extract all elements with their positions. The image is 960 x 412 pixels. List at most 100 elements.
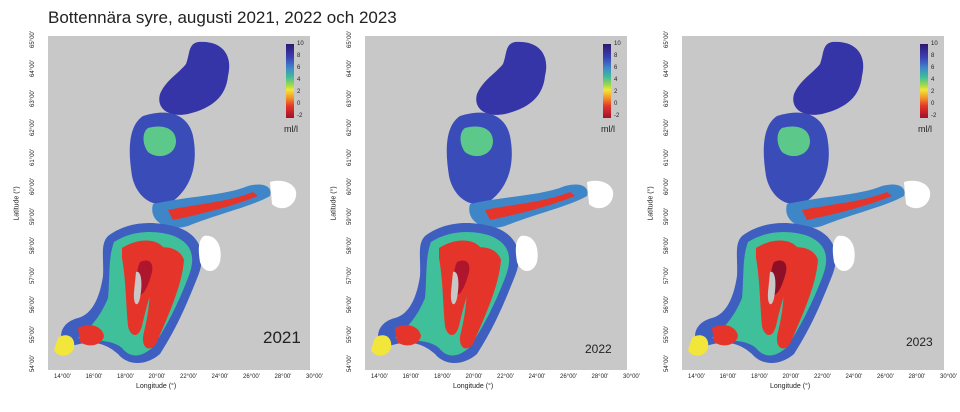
southwest-shelf	[54, 335, 75, 356]
y-tick-label: 56°00'	[664, 296, 670, 313]
y-axis-label: Latitude (°)	[330, 186, 338, 221]
y-tick-label: 57°00'	[664, 266, 670, 284]
x-tick-label: 20°00'	[148, 374, 166, 380]
y-tick-label: 57°00'	[347, 266, 353, 284]
riga-gulf	[832, 235, 855, 271]
year-label: 2022	[585, 342, 612, 356]
y-tick-label: 60°00'	[30, 178, 36, 195]
x-tick-label: 16°00'	[402, 374, 420, 380]
map-area	[682, 36, 944, 370]
colorbar	[286, 44, 294, 118]
y-tick-label: 55°00'	[347, 325, 353, 343]
x-tick-label: 16°00'	[719, 374, 737, 380]
y-tick-label: 65°00'	[664, 30, 670, 48]
y-tick-label: 65°00'	[347, 30, 353, 48]
y-tick-label: 54°00'	[30, 355, 36, 372]
y-tick-label: 61°00'	[347, 148, 353, 166]
x-tick-label: 28°00'	[591, 374, 609, 380]
colorbar-tick-label: -2	[297, 113, 303, 119]
riga-gulf	[515, 235, 538, 271]
x-axis-label: Longitude (°)	[453, 383, 494, 390]
gulf-of-finland-core	[485, 192, 575, 220]
y-tick-label: 65°00'	[30, 30, 36, 48]
x-tick-label: 30°00'	[623, 374, 640, 380]
colorbar-unit: ml/l	[918, 124, 932, 134]
x-tick-label: 24°00'	[528, 374, 546, 380]
y-tick-label: 54°00'	[347, 355, 353, 372]
y-tick-label: 63°00'	[347, 89, 353, 107]
y-tick-label: 61°00'	[30, 148, 36, 166]
colorbar-tick-label: 0	[297, 101, 301, 107]
x-tick-label: 24°00'	[845, 374, 863, 380]
x-tick-label: 14°00'	[371, 374, 388, 380]
gulf-finland-east	[587, 180, 614, 209]
y-tick-label: 60°00'	[347, 178, 353, 195]
colorbar-unit: ml/l	[284, 124, 298, 134]
map-panel-2021: Latitude (°) Longitude (°) 14°00' 16°00' 18°…	[14, 30, 323, 410]
x-tick-label: 28°00'	[908, 374, 926, 380]
figure-title: Bottennära syre, augusti 2021, 2022 och …	[48, 8, 397, 27]
oxygen-map	[48, 36, 310, 370]
y-tick-label: 61°00'	[664, 148, 670, 166]
x-tick-label: 18°00'	[434, 374, 451, 380]
y-tick-label: 62°00'	[664, 119, 670, 136]
bothnian-bay	[476, 41, 547, 115]
x-tick-label: 28°00'	[274, 374, 292, 380]
bornholm-basin	[712, 325, 738, 346]
y-tick-label: 59°00'	[664, 207, 670, 225]
map-area	[365, 36, 627, 370]
colorbar-tick-label: 0	[614, 101, 618, 107]
bothnian-bay	[159, 41, 230, 115]
colorbar-tick-label: 8	[297, 53, 301, 59]
x-tick-label: 18°00'	[751, 374, 768, 380]
riga-gulf	[198, 235, 221, 271]
x-axis-label: Longitude (°)	[136, 383, 177, 390]
y-tick-label: 58°00'	[664, 237, 670, 254]
x-tick-label: 20°00'	[782, 374, 800, 380]
x-tick-label: 14°00'	[54, 374, 71, 380]
y-tick-label: 55°00'	[30, 325, 36, 343]
y-tick-label: 63°00'	[664, 89, 670, 107]
colorbar-tick-label: 2	[614, 89, 618, 95]
x-tick-label: 16°00'	[85, 374, 103, 380]
gulf-finland-east	[904, 180, 931, 209]
bothnian-sea-green	[777, 126, 810, 157]
y-tick-label: 57°00'	[30, 266, 36, 284]
colorbar	[920, 44, 928, 118]
gulf-of-finland-core	[168, 192, 258, 220]
colorbar-tick-label: 6	[614, 65, 618, 71]
y-tick-label: 59°00'	[30, 207, 36, 225]
y-tick-label: 64°00'	[347, 60, 353, 77]
x-tick-label: 22°00'	[180, 374, 197, 380]
y-tick-label: 62°00'	[30, 119, 36, 136]
bothnian-sea-green	[460, 126, 493, 157]
y-tick-label: 59°00'	[347, 207, 353, 225]
map-panel-2023: Latitude (°) Longitude (°) 14°00' 16°00' 18°…	[648, 30, 957, 410]
gotland-island	[133, 271, 142, 305]
x-tick-label: 26°00'	[560, 374, 577, 380]
x-tick-label: 24°00'	[211, 374, 229, 380]
y-axis-label: Latitude (°)	[647, 186, 655, 221]
colorbar-tick-label: 10	[297, 41, 304, 47]
x-tick-label: 22°00'	[497, 374, 514, 380]
colorbar-tick-label: 4	[297, 77, 301, 83]
y-tick-label: 64°00'	[30, 60, 36, 77]
x-tick-label: 22°00'	[814, 374, 831, 380]
colorbar-unit: ml/l	[601, 124, 615, 134]
colorbar-tick-label: 2	[297, 89, 301, 95]
southwest-shelf	[688, 335, 709, 356]
colorbar	[603, 44, 611, 118]
map-area	[48, 36, 310, 370]
colorbar-tick-label: 4	[931, 77, 935, 83]
x-tick-label: 30°00'	[306, 374, 323, 380]
y-tick-label: 62°00'	[347, 119, 353, 136]
y-tick-label: 58°00'	[30, 237, 36, 254]
y-tick-label: 63°00'	[30, 89, 36, 107]
y-tick-label: 56°00'	[30, 296, 36, 313]
gulf-finland-east	[270, 180, 297, 209]
year-label: 2023	[906, 335, 933, 349]
y-tick-label: 55°00'	[664, 325, 670, 343]
bothnian-sea-green	[143, 126, 176, 157]
y-tick-label: 54°00'	[664, 355, 670, 372]
bornholm-basin	[395, 325, 421, 346]
